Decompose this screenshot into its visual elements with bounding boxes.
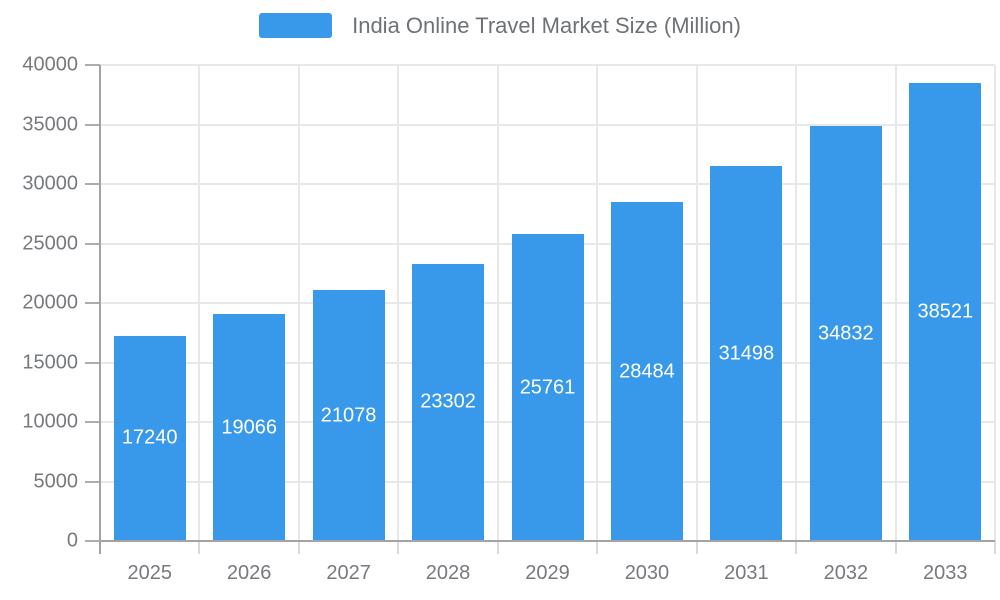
gridline-horizontal bbox=[100, 123, 995, 126]
bar[interactable] bbox=[213, 314, 286, 541]
x-tick-mark bbox=[198, 541, 201, 554]
x-axis-tick-label: 2032 bbox=[823, 562, 869, 584]
bar-value-label: 34832 bbox=[818, 322, 874, 345]
y-axis-line bbox=[99, 65, 101, 554]
bar[interactable] bbox=[113, 335, 186, 541]
bar[interactable] bbox=[610, 202, 683, 541]
y-axis-tick-label: 0 bbox=[66, 529, 78, 552]
y-tick-mark bbox=[85, 480, 100, 483]
x-tick-mark bbox=[596, 541, 599, 554]
y-axis-tick-label: 5000 bbox=[33, 470, 79, 492]
bar[interactable] bbox=[511, 234, 584, 541]
x-axis-tick-label: 2030 bbox=[624, 562, 670, 584]
bar[interactable] bbox=[909, 82, 982, 541]
x-axis-tick-label: 2026 bbox=[226, 562, 272, 584]
x-tick-mark bbox=[397, 541, 400, 554]
y-tick-mark bbox=[85, 361, 100, 364]
bar[interactable] bbox=[710, 166, 783, 541]
bar-value-label: 31498 bbox=[718, 342, 775, 365]
gridline-horizontal bbox=[100, 183, 995, 185]
x-axis-tick-label: 2029 bbox=[525, 562, 570, 584]
y-axis-tick-label: 35000 bbox=[22, 113, 78, 135]
bar-value-label: 25761 bbox=[519, 376, 576, 399]
gridline-vertical bbox=[198, 65, 201, 541]
x-tick-mark bbox=[795, 541, 798, 554]
x-axis-tick-label: 2031 bbox=[724, 562, 769, 584]
x-tick-mark bbox=[695, 541, 698, 554]
x-axis-tick-label: 2033 bbox=[923, 562, 968, 584]
gridline-vertical bbox=[795, 65, 798, 541]
gridline-vertical bbox=[397, 65, 400, 541]
gridline-vertical bbox=[496, 65, 499, 541]
legend[interactable]: India Online Travel Market Size (Million… bbox=[0, 13, 1000, 38]
gridline-vertical bbox=[596, 65, 599, 541]
y-tick-mark bbox=[85, 242, 100, 245]
y-tick-mark bbox=[85, 540, 100, 542]
y-tick-mark bbox=[85, 183, 100, 185]
gridline-vertical bbox=[695, 65, 698, 541]
y-axis-tick-label: 25000 bbox=[22, 232, 78, 254]
legend-swatch-icon bbox=[259, 13, 333, 38]
gridline-vertical bbox=[994, 65, 996, 541]
y-axis-tick-label: 15000 bbox=[22, 351, 78, 373]
x-tick-mark bbox=[894, 541, 897, 554]
y-axis-tick-label: 10000 bbox=[22, 410, 78, 433]
gridline-horizontal bbox=[100, 64, 995, 66]
y-axis-tick-label: 20000 bbox=[22, 291, 78, 314]
y-tick-mark bbox=[85, 421, 100, 423]
bar-value-label: 17240 bbox=[121, 426, 178, 449]
y-tick-mark bbox=[85, 123, 100, 126]
bar[interactable] bbox=[412, 263, 485, 541]
x-tick-mark bbox=[297, 541, 300, 554]
x-axis-tick-label: 2025 bbox=[127, 562, 172, 584]
y-tick-mark bbox=[85, 302, 100, 304]
y-axis-tick-label: 40000 bbox=[22, 53, 78, 76]
x-axis-tick-label: 2028 bbox=[425, 562, 471, 584]
y-axis-tick-label: 30000 bbox=[22, 172, 78, 195]
x-axis-line bbox=[100, 540, 995, 542]
x-axis-tick-label: 2027 bbox=[326, 562, 371, 584]
legend-label: India Online Travel Market Size (Million… bbox=[352, 13, 741, 38]
gridline-vertical bbox=[297, 65, 300, 541]
bar-value-label: 28484 bbox=[619, 360, 675, 383]
bar-value-label: 23302 bbox=[420, 390, 476, 413]
x-tick-mark bbox=[496, 541, 499, 554]
gridline-vertical bbox=[894, 65, 897, 541]
x-tick-mark bbox=[994, 541, 996, 554]
bar-value-label: 19066 bbox=[221, 416, 277, 439]
bar-value-label: 21078 bbox=[320, 404, 377, 427]
bar[interactable] bbox=[809, 126, 882, 541]
y-tick-mark bbox=[85, 64, 100, 66]
bar-value-label: 38521 bbox=[917, 300, 974, 323]
bar[interactable] bbox=[312, 290, 385, 541]
